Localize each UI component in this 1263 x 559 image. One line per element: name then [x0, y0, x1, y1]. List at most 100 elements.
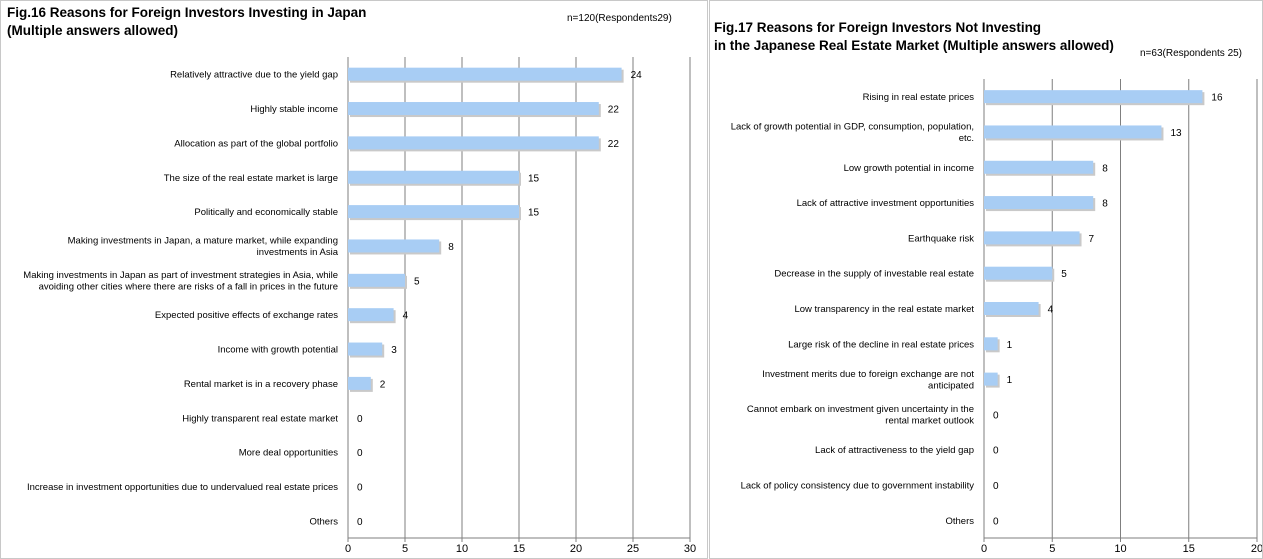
category-label-line: Allocation as part of the global portfol…	[174, 138, 338, 149]
value-label: 22	[608, 105, 620, 116]
value-label: 4	[1048, 305, 1054, 316]
category-label: Lack of attractive investment opportunit…	[797, 198, 975, 209]
category-label-line: Low transparency in the real estate mark…	[794, 304, 974, 315]
category-label-line: Investment merits due to foreign exchang…	[762, 369, 974, 380]
bar	[348, 273, 405, 287]
x-tick-label: 0	[981, 543, 987, 555]
category-label-line: More deal opportunities	[239, 448, 339, 459]
category-label: Lack of policy consistency due to govern…	[741, 481, 975, 492]
value-label: 2	[380, 379, 386, 390]
value-label: 0	[993, 446, 999, 457]
value-label: 5	[1061, 269, 1067, 280]
value-label: 22	[608, 139, 620, 150]
fig16-title-line1: Fig.16 Reasons for Foreign Investors Inv…	[7, 5, 367, 20]
value-label: 0	[993, 516, 999, 527]
category-label-line: Making investments in Japan, a mature ma…	[68, 236, 338, 247]
value-label: 0	[993, 410, 999, 421]
category-label-line: Lack of growth potential in GDP, consump…	[731, 122, 974, 133]
bar	[348, 102, 599, 116]
category-label: Highly stable income	[250, 104, 338, 115]
x-tick-label: 15	[1183, 543, 1195, 555]
category-label-line: avoiding other cities where there are ri…	[39, 282, 338, 293]
category-label-line: Income with growth potential	[218, 345, 338, 356]
category-label-line: Lack of attractiveness to the yield gap	[815, 445, 974, 456]
bar	[348, 205, 519, 219]
x-tick-label: 5	[1049, 543, 1055, 555]
bar	[348, 376, 371, 390]
category-label-line: investments in Asia	[257, 247, 339, 258]
category-label-line: Large risk of the decline in real estate…	[788, 339, 974, 350]
category-label: Making investments in Japan, a mature ma…	[68, 236, 339, 259]
x-tick-label: 10	[1114, 543, 1126, 555]
value-label: 1	[1007, 375, 1013, 386]
bar	[984, 337, 998, 351]
value-label: 7	[1089, 234, 1095, 245]
fig17-sample-note: n=63(Respondents 25)	[1140, 48, 1243, 59]
category-label: The size of the real estate market is la…	[164, 173, 338, 184]
category-label-line: anticipated	[928, 380, 974, 391]
bar	[348, 170, 519, 184]
fig17-title-line1: Fig.17 Reasons for Foreign Investors Not…	[714, 20, 1042, 35]
category-label-line: Lack of policy consistency due to govern…	[741, 481, 975, 492]
x-tick-label: 25	[627, 543, 639, 555]
value-label: 3	[391, 345, 397, 356]
value-label: 15	[528, 173, 540, 184]
value-label: 1	[1007, 340, 1013, 351]
value-label: 0	[357, 448, 363, 459]
category-label-line: Making investments in Japan as part of i…	[23, 270, 338, 281]
category-label-line: Increase in investment opportunities due…	[27, 482, 338, 493]
category-label: Increase in investment opportunities due…	[27, 482, 338, 493]
category-label: Making investments in Japan as part of i…	[23, 270, 338, 293]
bar	[984, 266, 1053, 280]
category-label-line: Others	[945, 516, 974, 527]
value-label: 13	[1170, 128, 1182, 139]
fig17-title-line2: in the Japanese Real Estate Market (Mult…	[714, 38, 1114, 53]
category-label-line: rental market outlook	[885, 416, 974, 427]
fig16-panel: Fig.16 Reasons for Foreign Investors Inv…	[0, 0, 708, 559]
value-label: 0	[357, 517, 363, 528]
category-label-line: Highly transparent real estate market	[182, 413, 338, 424]
category-label: Relatively attractive due to the yield g…	[170, 70, 338, 81]
category-label-line: Highly stable income	[250, 104, 338, 115]
category-label-line: Decrease in the supply of investable rea…	[774, 269, 974, 280]
category-label: Highly transparent real estate market	[182, 413, 338, 424]
fig17-panel: Fig.17 Reasons for Foreign Investors Not…	[709, 0, 1263, 559]
bar	[984, 196, 1094, 210]
value-label: 4	[403, 311, 409, 322]
value-label: 16	[1211, 93, 1223, 104]
bar	[984, 231, 1080, 245]
bar	[984, 90, 1203, 104]
fig16-sample-note: n=120(Respondents29)	[567, 13, 672, 24]
x-tick-label: 0	[345, 543, 351, 555]
value-label: 8	[448, 242, 454, 253]
bar	[348, 136, 599, 150]
bar	[984, 125, 1162, 139]
category-label-line: Lack of attractive investment opportunit…	[797, 198, 975, 209]
category-label: Large risk of the decline in real estate…	[788, 339, 974, 350]
value-label: 0	[993, 481, 999, 492]
category-label-line: The size of the real estate market is la…	[164, 173, 338, 184]
x-tick-label: 20	[1251, 543, 1263, 555]
category-label: Lack of attractiveness to the yield gap	[815, 445, 974, 456]
category-label: Rental market is in a recovery phase	[184, 379, 338, 390]
category-label-line: Expected positive effects of exchange ra…	[155, 310, 338, 321]
x-tick-label: 20	[570, 543, 582, 555]
bar	[348, 342, 383, 356]
category-label: Expected positive effects of exchange ra…	[155, 310, 338, 321]
category-label-line: Others	[309, 516, 338, 527]
category-label-line: Low growth potential in income	[844, 163, 974, 174]
category-label-line: Politically and economically stable	[194, 207, 338, 218]
category-label: Low growth potential in income	[844, 163, 974, 174]
category-label: Low transparency in the real estate mark…	[794, 304, 974, 315]
bar	[348, 308, 394, 322]
value-label: 0	[357, 414, 363, 425]
x-tick-label: 5	[402, 543, 408, 555]
category-label: Rising in real estate prices	[863, 92, 975, 103]
category-label: More deal opportunities	[239, 448, 339, 459]
value-label: 5	[414, 276, 420, 287]
category-label-line: Earthquake risk	[908, 233, 974, 244]
category-label: Cannot embark on investment given uncert…	[747, 404, 974, 427]
x-tick-label: 30	[684, 543, 696, 555]
bar	[984, 160, 1094, 174]
